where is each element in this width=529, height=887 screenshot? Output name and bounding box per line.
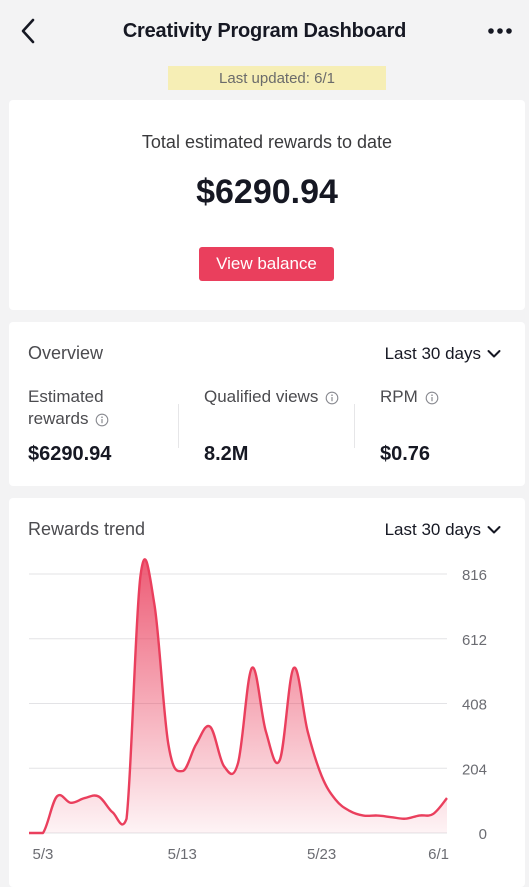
metric-label: Estimated rewards (28, 386, 109, 430)
chevron-left-icon (21, 18, 35, 44)
trend-range-label: Last 30 days (384, 520, 481, 539)
page-title: Creativity Program Dashboard (122, 19, 407, 42)
metric-rpm: RPM (380, 386, 439, 408)
y-tick-label: 408 (462, 697, 487, 714)
y-tick-label: 0 (479, 826, 487, 843)
metric-divider (178, 404, 179, 448)
rewards-trend-card: Rewards trend Last 30 days 816 612 408 204 0… (9, 498, 525, 887)
overview-range-label: Last 30 days (384, 344, 481, 363)
info-icon[interactable] (325, 391, 339, 405)
chevron-down-icon (487, 350, 501, 358)
y-tick-label: 612 (462, 632, 487, 649)
metric-estimated-rewards: Estimated rewards (28, 386, 109, 430)
info-icon[interactable] (95, 413, 109, 427)
trend-series-line (29, 558, 448, 835)
y-tick-label: 204 (462, 761, 487, 778)
metric-label: RPM (380, 386, 439, 408)
back-button[interactable] (14, 16, 42, 46)
rewards-trend-chart: 816 612 408 204 0 5/3 5/13 5/23 6/1 (29, 558, 487, 863)
metric-label: Qualified views (204, 386, 339, 408)
chevron-down-icon (487, 526, 501, 534)
metric-value-qualified-views: 8.2M (204, 443, 249, 465)
y-tick-label: 816 (462, 567, 487, 584)
app-header: Creativity Program Dashboard (0, 0, 529, 62)
metric-qualified-views: Qualified views (204, 386, 339, 408)
x-tick-label: 6/1 (428, 846, 449, 863)
total-rewards-card: Total estimated rewards to date $6290.94… (9, 100, 525, 310)
x-tick-label: 5/3 (33, 846, 54, 863)
x-tick-label: 5/13 (168, 846, 197, 863)
total-rewards-value: $6290.94 (196, 173, 338, 211)
more-options-button[interactable] (485, 16, 515, 46)
trend-area-fill (29, 559, 447, 833)
trend-range-dropdown[interactable]: Last 30 days (385, 520, 501, 540)
x-tick-label: 5/23 (307, 846, 336, 863)
overview-title: Overview (28, 343, 104, 363)
more-dots-icon (488, 28, 512, 34)
metric-value-rpm: $0.76 (380, 443, 431, 465)
last-updated-badge: Last updated: 6/1 (168, 66, 386, 90)
trend-title: Rewards trend (28, 519, 146, 539)
total-rewards-label: Total estimated rewards to date (141, 132, 393, 152)
overview-card: Overview Last 30 days Estimated rewards … (9, 322, 525, 486)
overview-range-dropdown[interactable]: Last 30 days (385, 344, 501, 364)
metric-value-estimated-rewards: $6290.94 (28, 443, 112, 465)
info-icon[interactable] (425, 391, 439, 405)
metric-divider (354, 404, 355, 448)
view-balance-button[interactable]: View balance (199, 247, 334, 281)
